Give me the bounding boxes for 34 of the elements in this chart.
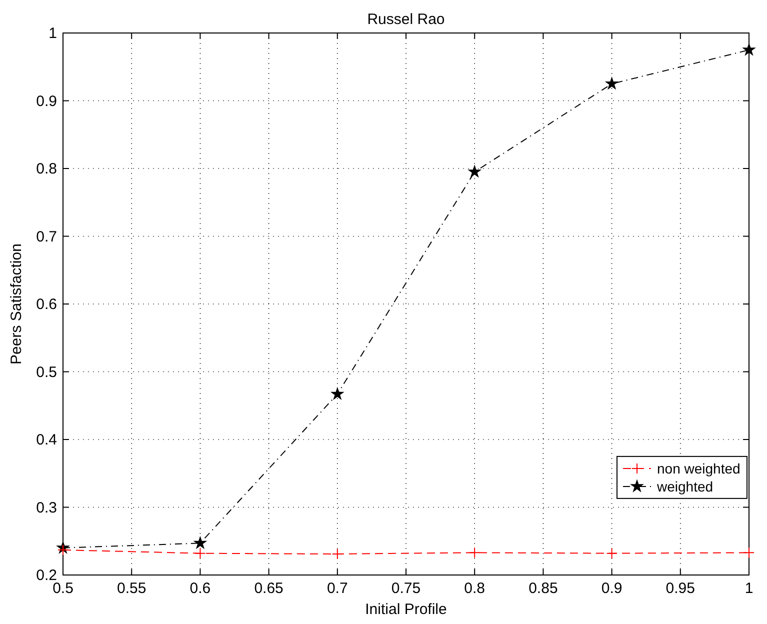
y-axis-title: Peers Satisfaction [8, 244, 25, 364]
x-axis-title: Initial Profile [365, 601, 447, 618]
point [332, 548, 343, 560]
x-tick-label: 0.65 [254, 580, 284, 597]
x-tick-label: 0.9 [601, 580, 622, 597]
y-tick-label: 0.8 [36, 160, 57, 178]
y-tick-label: 0.4 [36, 432, 57, 448]
point [468, 164, 482, 178]
y-tick-label: 1 [48, 25, 57, 42]
point [469, 547, 480, 558]
point [194, 548, 206, 559]
chart-title: Russel Rao [367, 11, 445, 28]
x-tick-label: 0.95 [666, 580, 695, 597]
x-tick-label: 1 [744, 580, 754, 597]
legend-label: weighted [656, 478, 714, 494]
x-tick-label: 0.6 [190, 580, 211, 597]
point [744, 547, 754, 558]
x-tick-label: 0.7 [326, 580, 348, 597]
x-tick-label: 0.75 [391, 580, 421, 597]
point [742, 42, 756, 56]
y-tick-label: 0.9 [36, 92, 57, 110]
point [58, 544, 68, 556]
point [193, 536, 208, 550]
y-tick-label: 0.6 [36, 296, 57, 313]
y-tick-label: 0.3 [36, 499, 57, 516]
point [330, 386, 344, 400]
x-tick-label: 0.55 [117, 580, 146, 597]
y-tick-label: 0.7 [36, 228, 57, 246]
x-tick-label: 0.8 [464, 580, 486, 597]
point [606, 548, 618, 559]
point [604, 76, 619, 90]
x-tick-label: 0.85 [528, 580, 558, 597]
y-tick-label: 0.5 [36, 364, 57, 381]
legend-label: non weighted [657, 460, 740, 476]
